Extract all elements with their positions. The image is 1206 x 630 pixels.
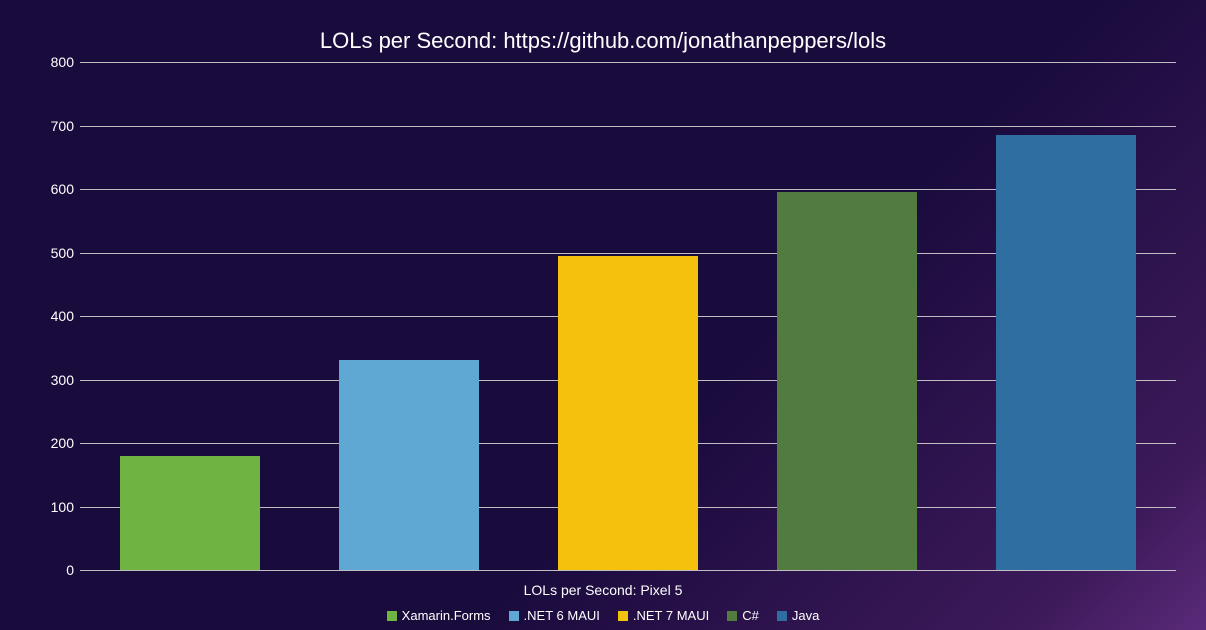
legend-item: .NET 7 MAUI <box>618 608 709 623</box>
x-axis-label: LOLs per Second: Pixel 5 <box>0 582 1206 598</box>
y-tick-label: 600 <box>24 181 74 197</box>
bar-c- <box>777 192 917 570</box>
y-tick-label: 500 <box>24 245 74 261</box>
legend-swatch-icon <box>727 611 737 621</box>
y-tick-label: 700 <box>24 118 74 134</box>
legend-label: C# <box>742 608 759 623</box>
legend-item: Java <box>777 608 819 623</box>
bars-area <box>80 62 1176 570</box>
bar-java <box>996 135 1136 570</box>
legend-swatch-icon <box>387 611 397 621</box>
legend-item: .NET 6 MAUI <box>509 608 600 623</box>
gridline <box>80 570 1176 571</box>
legend-swatch-icon <box>618 611 628 621</box>
bar-wrapper <box>738 192 957 570</box>
legend-swatch-icon <box>777 611 787 621</box>
chart-container: LOLs per Second: https://github.com/jona… <box>0 0 1206 630</box>
legend-label: Java <box>792 608 819 623</box>
y-tick-label: 200 <box>24 435 74 451</box>
legend-label: .NET 6 MAUI <box>524 608 600 623</box>
legend: Xamarin.Forms .NET 6 MAUI .NET 7 MAUI C# Jav… <box>0 608 1206 623</box>
legend-label: Xamarin.Forms <box>402 608 491 623</box>
bar-wrapper <box>957 135 1176 570</box>
legend-item: Xamarin.Forms <box>387 608 491 623</box>
bar-wrapper <box>80 456 299 570</box>
bar--net-6-maui <box>339 360 479 570</box>
y-tick-label: 100 <box>24 499 74 515</box>
legend-swatch-icon <box>509 611 519 621</box>
y-tick-label: 300 <box>24 372 74 388</box>
legend-label: .NET 7 MAUI <box>633 608 709 623</box>
y-tick-label: 800 <box>24 54 74 70</box>
bar-xamarin-forms <box>120 456 260 570</box>
y-tick-label: 0 <box>24 562 74 578</box>
legend-item: C# <box>727 608 759 623</box>
y-tick-label: 400 <box>24 308 74 324</box>
bar-wrapper <box>299 360 518 570</box>
bar-wrapper <box>518 256 737 570</box>
bar--net-7-maui <box>558 256 698 570</box>
chart-title: LOLs per Second: https://github.com/jona… <box>0 28 1206 54</box>
